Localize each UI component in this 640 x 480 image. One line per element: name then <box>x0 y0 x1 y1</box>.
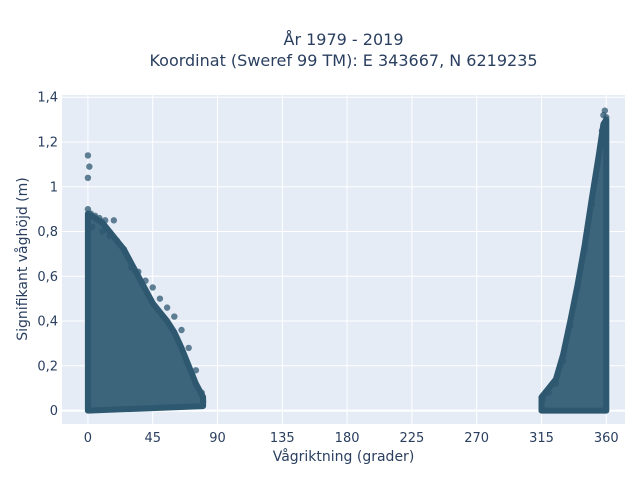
scatter-point <box>594 161 601 168</box>
scatter-point <box>198 389 205 396</box>
scatter-point <box>588 201 596 208</box>
scatter-point <box>127 264 135 271</box>
scatter-point <box>185 344 192 352</box>
x-tick-label: 180 <box>335 431 360 446</box>
scatter-point <box>199 398 207 405</box>
y-tick-label: 1,2 <box>37 136 58 151</box>
scatter-point <box>113 237 120 244</box>
scatter-point <box>581 246 588 253</box>
scatter-point <box>163 304 171 311</box>
scatter-point <box>86 163 93 170</box>
scatter-point <box>545 389 552 396</box>
scatter-point <box>120 246 128 253</box>
y-tick-label: 1 <box>50 180 58 195</box>
scatter-point <box>539 396 547 403</box>
x-tick-labels: 0 45 90 135 180 225 270 315 360 <box>84 431 619 446</box>
dense-region <box>538 116 610 414</box>
x-tick-label: 315 <box>529 431 554 446</box>
scatter-point <box>603 114 610 121</box>
scatter-point <box>125 255 132 262</box>
scatter-point <box>96 214 103 222</box>
scatter-point <box>84 152 92 159</box>
y-tick-label: 0,6 <box>37 270 58 285</box>
scatter-point <box>149 284 156 291</box>
y-tick-label: 0,2 <box>37 359 58 374</box>
scatter-point <box>99 228 106 235</box>
dense-scatter-regions <box>84 116 610 414</box>
scatter-point <box>567 322 574 329</box>
scatter-point <box>171 313 178 320</box>
x-tick-label: 90 <box>209 431 226 446</box>
y-tick-label: 0 <box>50 404 58 419</box>
y-tick-label: 0,8 <box>37 225 58 240</box>
chart-title-line-1: År 1979 - 2019 <box>284 30 404 49</box>
x-tick-label: 360 <box>594 431 619 446</box>
scatter-point <box>178 326 185 334</box>
scatter-point <box>601 107 609 114</box>
chart-title-line-2: Koordinat (Sweref 99 TM): E 343667, N 62… <box>149 51 537 70</box>
x-tick-label: 270 <box>464 431 489 446</box>
scatter-point <box>101 217 109 224</box>
scatter-point <box>598 127 606 135</box>
scatter-point <box>156 295 164 302</box>
scatter-point <box>89 223 96 231</box>
x-tick-label: 45 <box>144 431 161 446</box>
scatter-point <box>559 358 567 365</box>
scatter-point <box>84 174 92 182</box>
scatter-point <box>110 217 118 224</box>
x-axis-title: Vågriktning (grader) <box>273 448 415 465</box>
scatter-point <box>135 268 142 276</box>
y-tick-label: 1,4 <box>37 91 58 106</box>
y-tick-labels: 0 0,2 0,4 0,6 0,8 1 1,2 1,4 <box>37 91 58 419</box>
x-tick-label: 0 <box>84 431 92 446</box>
y-tick-label: 0,4 <box>37 315 58 330</box>
scatter-point <box>574 284 581 291</box>
y-axis-title: Signifikant våghöjd (m) <box>14 177 31 340</box>
x-tick-label: 225 <box>399 431 424 446</box>
scatter-point <box>106 232 113 240</box>
scatter-point <box>192 367 200 374</box>
x-tick-label: 135 <box>270 431 295 446</box>
scatter-points <box>84 107 610 405</box>
scatter-point <box>552 380 560 387</box>
scatter-point <box>142 277 149 284</box>
